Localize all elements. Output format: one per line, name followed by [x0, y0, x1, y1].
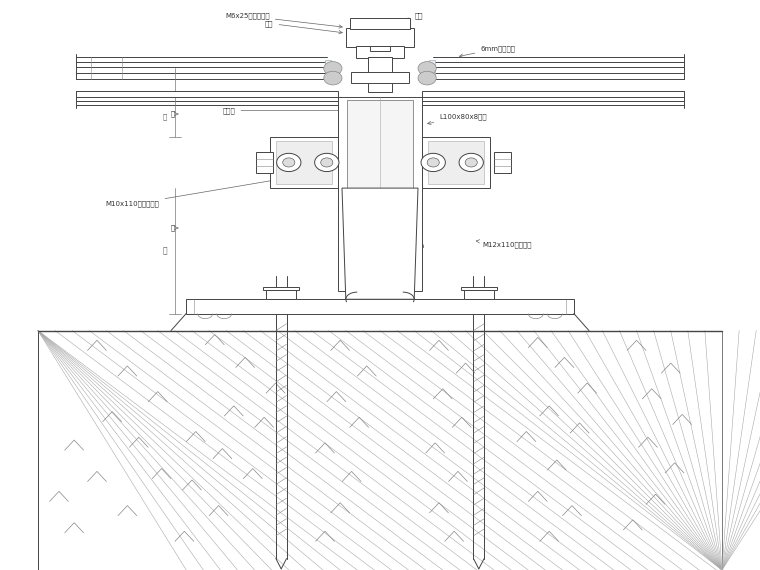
Bar — [356, 46, 404, 58]
Bar — [338, 97, 422, 291]
Circle shape — [324, 62, 342, 75]
Text: 铝挂件: 铝挂件 — [223, 107, 342, 114]
Bar — [276, 141, 332, 184]
Text: M10x110不锈钢螺栓: M10x110不锈钢螺栓 — [106, 178, 277, 207]
Bar — [186, 299, 574, 314]
Text: 顶: 顶 — [170, 111, 178, 117]
Text: 卮: 卮 — [163, 113, 167, 120]
Circle shape — [283, 158, 295, 167]
Bar — [428, 141, 484, 184]
Bar — [422, 91, 684, 97]
Circle shape — [324, 71, 342, 85]
Circle shape — [418, 62, 436, 75]
Text: M6x25不锈钢螺栓: M6x25不锈钢螺栓 — [225, 13, 342, 28]
Circle shape — [421, 153, 445, 172]
Text: L100x80x8角铁: L100x80x8角铁 — [428, 113, 487, 125]
Circle shape — [315, 153, 339, 172]
Text: 硅酮密封胶: 硅酮密封胶 — [374, 36, 410, 50]
Bar — [351, 72, 409, 83]
Text: 灌胶φ6mm: 灌胶φ6mm — [386, 242, 425, 249]
Circle shape — [459, 153, 483, 172]
Bar — [263, 287, 299, 290]
Bar — [461, 287, 497, 290]
Bar — [494, 152, 511, 173]
Bar — [422, 137, 490, 188]
Bar — [464, 290, 494, 299]
Circle shape — [427, 158, 439, 167]
Bar — [270, 137, 338, 188]
Text: 压板: 压板 — [265, 20, 342, 34]
Bar — [346, 28, 414, 47]
Bar — [429, 60, 435, 79]
Bar — [38, 331, 722, 570]
Bar — [347, 100, 413, 288]
Circle shape — [277, 153, 301, 172]
Text: 桌板: 桌板 — [382, 13, 423, 25]
Bar — [266, 290, 296, 299]
Bar — [368, 57, 392, 92]
Text: M12x110膨胀螺栓: M12x110膨胀螺栓 — [477, 239, 532, 248]
Polygon shape — [342, 188, 418, 299]
Circle shape — [321, 158, 333, 167]
Bar — [325, 60, 331, 79]
Bar — [256, 152, 273, 173]
Circle shape — [465, 158, 477, 167]
Bar — [350, 18, 410, 29]
Bar — [76, 91, 338, 97]
Bar — [370, 46, 390, 51]
Circle shape — [418, 71, 436, 85]
Text: 底: 底 — [163, 246, 167, 255]
Text: 6mm钢化玻璃: 6mm钢化玻璃 — [460, 45, 515, 57]
Text: 底: 底 — [170, 225, 178, 231]
